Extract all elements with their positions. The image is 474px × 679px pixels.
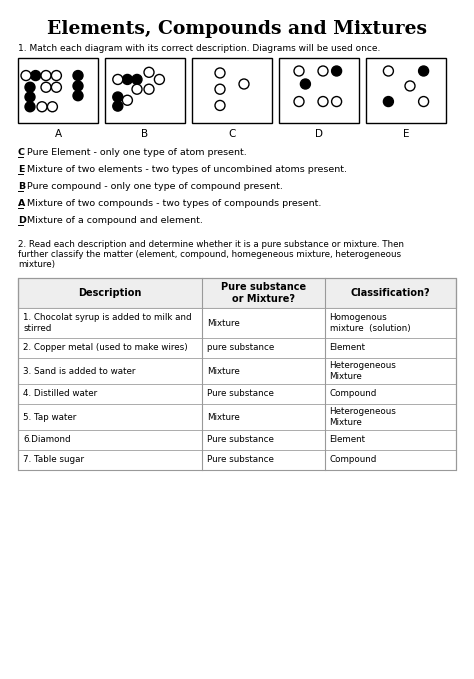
Text: Element: Element bbox=[329, 435, 365, 445]
Text: Compound: Compound bbox=[329, 390, 377, 399]
Circle shape bbox=[25, 102, 35, 112]
Circle shape bbox=[47, 102, 57, 112]
Bar bbox=[279, 58, 359, 123]
Circle shape bbox=[132, 84, 142, 94]
Bar bbox=[18, 278, 456, 470]
Circle shape bbox=[239, 79, 249, 89]
Bar bbox=[18, 430, 456, 450]
Text: Mixture of a compound and element.: Mixture of a compound and element. bbox=[24, 216, 203, 225]
Text: Pure Element - only one type of atom present.: Pure Element - only one type of atom pre… bbox=[24, 148, 247, 157]
Text: pure substance: pure substance bbox=[207, 344, 274, 352]
Circle shape bbox=[215, 68, 225, 78]
Text: Mixture: Mixture bbox=[207, 367, 240, 375]
Text: E: E bbox=[18, 165, 25, 174]
Bar bbox=[366, 58, 446, 123]
Circle shape bbox=[332, 66, 342, 76]
Circle shape bbox=[294, 96, 304, 107]
Text: Element: Element bbox=[329, 344, 365, 352]
Text: Heterogeneous
Mixture: Heterogeneous Mixture bbox=[329, 407, 396, 426]
Text: 2. Copper metal (used to make wires): 2. Copper metal (used to make wires) bbox=[23, 344, 188, 352]
Text: 2. Read each description and determine whether it is a pure substance or mixture: 2. Read each description and determine w… bbox=[18, 240, 404, 249]
Circle shape bbox=[144, 67, 154, 77]
Circle shape bbox=[113, 92, 123, 102]
Text: Heterogeneous
Mixture: Heterogeneous Mixture bbox=[329, 361, 396, 381]
Circle shape bbox=[144, 84, 154, 94]
Circle shape bbox=[132, 75, 142, 84]
Text: Pure substance: Pure substance bbox=[207, 390, 274, 399]
Text: 7. Table sugar: 7. Table sugar bbox=[23, 456, 84, 464]
Text: 1. Chocolat syrup is added to milk and
stirred: 1. Chocolat syrup is added to milk and s… bbox=[23, 313, 191, 333]
Text: 4. Distilled water: 4. Distilled water bbox=[23, 390, 97, 399]
Text: Mixture: Mixture bbox=[207, 318, 240, 327]
Bar bbox=[18, 278, 456, 308]
Text: B: B bbox=[18, 182, 25, 191]
Text: D: D bbox=[18, 216, 26, 225]
Text: 6.Diamond: 6.Diamond bbox=[23, 435, 71, 445]
Text: Homogenous
mixture  (solution): Homogenous mixture (solution) bbox=[329, 313, 410, 333]
Bar bbox=[18, 450, 456, 470]
Circle shape bbox=[419, 66, 428, 76]
Text: Description: Description bbox=[78, 288, 142, 298]
Text: A: A bbox=[18, 199, 26, 208]
Text: 5. Tap water: 5. Tap water bbox=[23, 413, 76, 422]
Circle shape bbox=[332, 96, 342, 107]
Circle shape bbox=[122, 95, 132, 105]
Bar bbox=[18, 384, 456, 404]
Circle shape bbox=[383, 96, 393, 107]
Text: Mixture of two compounds - two types of compounds present.: Mixture of two compounds - two types of … bbox=[24, 199, 321, 208]
Text: B: B bbox=[141, 129, 148, 139]
Circle shape bbox=[25, 82, 35, 92]
Bar bbox=[192, 58, 272, 123]
Bar bbox=[105, 58, 185, 123]
Circle shape bbox=[25, 92, 35, 102]
Circle shape bbox=[113, 75, 123, 84]
Circle shape bbox=[419, 96, 428, 107]
Circle shape bbox=[73, 81, 83, 91]
Text: Mixture of two elements - two types of uncombined atoms present.: Mixture of two elements - two types of u… bbox=[24, 165, 347, 174]
Circle shape bbox=[301, 79, 310, 89]
Bar bbox=[18, 58, 98, 123]
Text: Pure substance: Pure substance bbox=[207, 456, 274, 464]
Circle shape bbox=[21, 71, 31, 81]
Text: Pure substance: Pure substance bbox=[207, 435, 274, 445]
Bar bbox=[18, 308, 456, 338]
Text: 3. Sand is added to water: 3. Sand is added to water bbox=[23, 367, 136, 375]
Circle shape bbox=[215, 84, 225, 94]
Text: Pure substance
or Mixture?: Pure substance or Mixture? bbox=[221, 282, 306, 304]
Circle shape bbox=[383, 66, 393, 76]
Circle shape bbox=[73, 71, 83, 81]
Circle shape bbox=[41, 82, 51, 92]
Circle shape bbox=[215, 100, 225, 111]
Circle shape bbox=[155, 75, 164, 84]
Circle shape bbox=[122, 75, 132, 84]
Circle shape bbox=[37, 102, 47, 112]
Bar bbox=[18, 404, 456, 430]
Circle shape bbox=[31, 71, 41, 81]
Text: mixture): mixture) bbox=[18, 260, 55, 269]
Text: Elements, Compounds and Mixtures: Elements, Compounds and Mixtures bbox=[47, 20, 427, 38]
Circle shape bbox=[318, 96, 328, 107]
Bar bbox=[18, 358, 456, 384]
Circle shape bbox=[405, 81, 415, 91]
Circle shape bbox=[41, 71, 51, 81]
Circle shape bbox=[51, 71, 62, 81]
Text: Compound: Compound bbox=[329, 456, 377, 464]
Circle shape bbox=[113, 101, 123, 111]
Text: A: A bbox=[55, 129, 62, 139]
Text: D: D bbox=[315, 129, 323, 139]
Circle shape bbox=[51, 82, 62, 92]
Text: further classify the matter (element, compound, homegeneous mixture, heterogeneo: further classify the matter (element, co… bbox=[18, 250, 401, 259]
Text: C: C bbox=[228, 129, 236, 139]
Circle shape bbox=[294, 66, 304, 76]
Circle shape bbox=[318, 66, 328, 76]
Text: 1. Match each diagram with its correct description. Diagrams will be used once.: 1. Match each diagram with its correct d… bbox=[18, 44, 380, 53]
Circle shape bbox=[73, 91, 83, 100]
Text: E: E bbox=[403, 129, 409, 139]
Text: Pure compound - only one type of compound present.: Pure compound - only one type of compoun… bbox=[24, 182, 283, 191]
Bar bbox=[18, 338, 456, 358]
Text: Classification?: Classification? bbox=[350, 288, 430, 298]
Text: Mixture: Mixture bbox=[207, 413, 240, 422]
Text: C: C bbox=[18, 148, 25, 157]
